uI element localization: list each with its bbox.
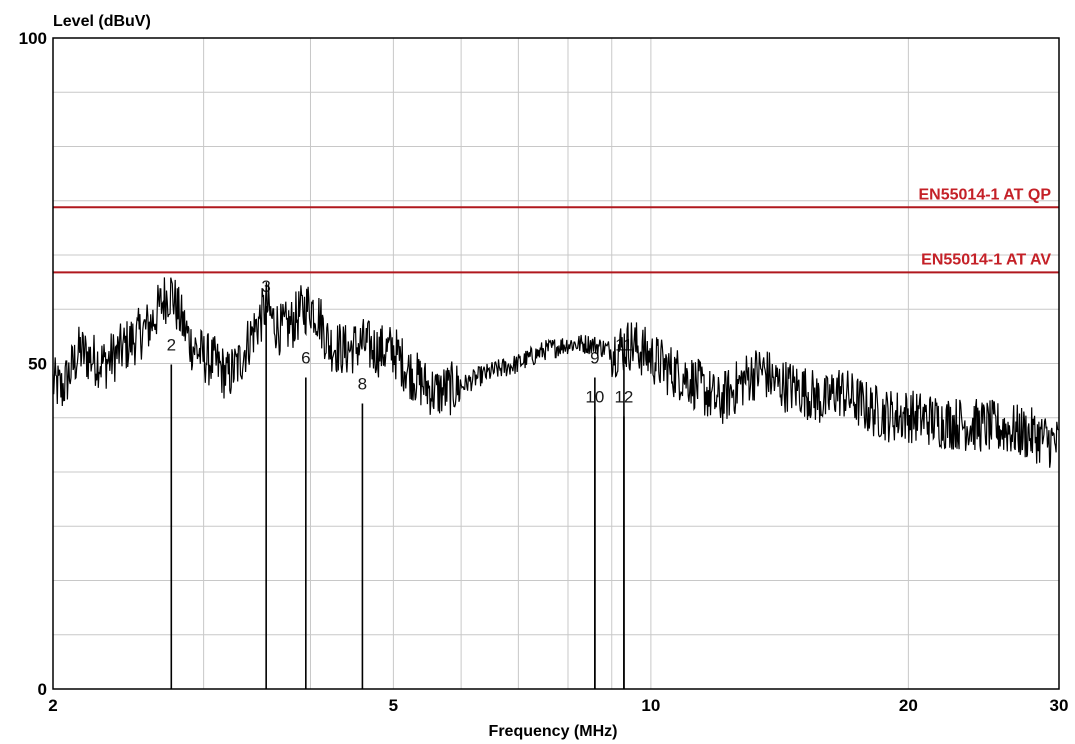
x-tick-label: 5	[389, 696, 398, 715]
x-tick-label: 2	[48, 696, 57, 715]
x-axis-label: Frequency (MHz)	[489, 723, 618, 740]
grid	[53, 38, 1059, 689]
marker-label: 10	[585, 388, 604, 407]
marker-label: 12	[614, 388, 633, 407]
x-tick-label: 30	[1050, 696, 1069, 715]
y-tick-label: 100	[19, 29, 47, 48]
x-tick-label: 10	[641, 696, 660, 715]
x-tick-label: 20	[899, 696, 918, 715]
plot-frame	[52, 37, 1060, 690]
y-tick-label: 0	[38, 680, 47, 699]
marker-label: 6	[301, 349, 310, 368]
trace-line	[52, 277, 1060, 468]
y-tick-label: 50	[28, 355, 47, 374]
marker-label: 8	[358, 375, 367, 394]
marker-label: 9	[590, 349, 599, 368]
limit-label: EN55014-1 AT QP	[919, 186, 1052, 203]
limit-label: EN55014-1 AT AV	[921, 251, 1051, 268]
limit-lines: EN55014-1 AT QP EN55014-1 AT AV	[53, 186, 1059, 274]
tick-labels: 2 5 10 20 30 0 50 100	[19, 29, 1069, 715]
marker-label: 2	[167, 335, 176, 354]
y-axis-label: Level (dBuV)	[53, 13, 151, 30]
